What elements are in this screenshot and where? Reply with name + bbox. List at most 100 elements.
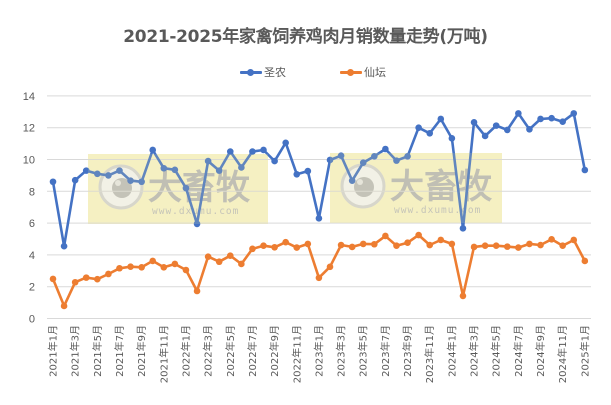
data-point[interactable] — [138, 178, 145, 186]
data-point[interactable] — [193, 287, 201, 295]
data-point[interactable] — [215, 167, 223, 174]
data-point[interactable] — [348, 177, 356, 184]
data-point[interactable] — [371, 153, 378, 160]
data-point[interactable] — [448, 240, 456, 248]
data-point[interactable] — [415, 124, 422, 131]
data-point[interactable] — [515, 110, 522, 117]
data-point[interactable] — [426, 129, 434, 137]
data-point[interactable] — [459, 292, 467, 300]
data-point[interactable] — [171, 166, 179, 174]
data-point[interactable] — [570, 110, 578, 117]
data-point[interactable] — [260, 146, 267, 154]
data-point[interactable] — [182, 184, 190, 192]
data-point[interactable] — [393, 242, 400, 249]
data-point[interactable] — [160, 164, 168, 172]
data-point[interactable] — [481, 132, 489, 140]
data-point[interactable] — [271, 157, 278, 165]
data-point[interactable] — [581, 257, 589, 265]
data-point[interactable] — [503, 243, 511, 250]
data-point[interactable] — [94, 275, 101, 283]
data-point[interactable] — [537, 115, 544, 123]
data-point[interactable] — [82, 274, 90, 281]
data-point[interactable] — [105, 270, 112, 278]
data-point[interactable] — [149, 257, 157, 265]
data-point[interactable] — [127, 263, 134, 270]
legend-item-xiantan[interactable]: 仙坛 — [340, 63, 386, 81]
data-point[interactable] — [105, 172, 112, 179]
data-point[interactable] — [193, 220, 201, 228]
data-point[interactable] — [559, 118, 566, 125]
data-point[interactable] — [127, 177, 134, 184]
data-point[interactable] — [337, 152, 345, 159]
data-point[interactable] — [470, 243, 478, 251]
data-point[interactable] — [215, 258, 223, 266]
data-point[interactable] — [71, 278, 79, 286]
data-point[interactable] — [526, 125, 533, 133]
data-point[interactable] — [415, 231, 422, 239]
data-point[interactable] — [60, 302, 68, 310]
data-point[interactable] — [526, 240, 533, 248]
data-point[interactable] — [481, 242, 489, 249]
data-point[interactable] — [282, 139, 289, 147]
data-point[interactable] — [138, 264, 145, 271]
data-point[interactable] — [437, 236, 445, 244]
data-point[interactable] — [382, 145, 389, 153]
data-point[interactable] — [503, 126, 511, 134]
data-point[interactable] — [404, 239, 411, 246]
data-point[interactable] — [226, 148, 234, 155]
data-point[interactable] — [426, 241, 434, 249]
data-point[interactable] — [171, 260, 179, 268]
data-point[interactable] — [315, 274, 323, 282]
data-point[interactable] — [337, 241, 345, 249]
data-point[interactable] — [559, 242, 566, 249]
data-point[interactable] — [271, 243, 278, 251]
data-point[interactable] — [49, 275, 57, 283]
data-point[interactable] — [94, 170, 101, 178]
data-point[interactable] — [404, 153, 411, 160]
data-point[interactable] — [249, 245, 256, 253]
data-point[interactable] — [437, 115, 445, 123]
data-point[interactable] — [304, 167, 312, 175]
data-point[interactable] — [60, 242, 68, 250]
data-point[interactable] — [492, 242, 500, 249]
data-point[interactable] — [82, 167, 90, 174]
data-point[interactable] — [204, 253, 212, 260]
data-point[interactable] — [315, 215, 323, 222]
data-point[interactable] — [581, 166, 589, 174]
data-point[interactable] — [570, 236, 578, 244]
data-point[interactable] — [326, 263, 334, 271]
data-point[interactable] — [492, 122, 500, 129]
data-point[interactable] — [226, 252, 234, 259]
data-point[interactable] — [448, 135, 456, 142]
data-point[interactable] — [293, 244, 301, 251]
data-point[interactable] — [371, 240, 378, 248]
data-point[interactable] — [515, 244, 522, 251]
data-point[interactable] — [238, 260, 245, 268]
data-point[interactable] — [49, 178, 57, 186]
data-point[interactable] — [282, 238, 289, 246]
data-point[interactable] — [149, 146, 157, 154]
data-point[interactable] — [382, 232, 389, 240]
legend-item-shengnong[interactable]: 圣农 — [240, 63, 286, 81]
data-point[interactable] — [393, 157, 400, 164]
data-point[interactable] — [71, 176, 79, 184]
data-point[interactable] — [304, 240, 312, 248]
data-point[interactable] — [326, 156, 334, 164]
data-point[interactable] — [548, 236, 555, 243]
data-point[interactable] — [249, 148, 256, 155]
data-point[interactable] — [459, 225, 467, 232]
data-point[interactable] — [160, 264, 168, 271]
data-point[interactable] — [537, 241, 544, 249]
data-point[interactable] — [116, 264, 123, 272]
data-point[interactable] — [116, 167, 123, 174]
data-point[interactable] — [470, 118, 478, 126]
data-point[interactable] — [182, 266, 190, 274]
data-point[interactable] — [293, 170, 301, 178]
data-point[interactable] — [548, 114, 555, 122]
data-point[interactable] — [260, 242, 267, 249]
data-point[interactable] — [238, 164, 245, 171]
data-point[interactable] — [359, 240, 367, 248]
data-point[interactable] — [204, 157, 212, 165]
data-point[interactable] — [348, 243, 356, 251]
data-point[interactable] — [359, 159, 367, 166]
